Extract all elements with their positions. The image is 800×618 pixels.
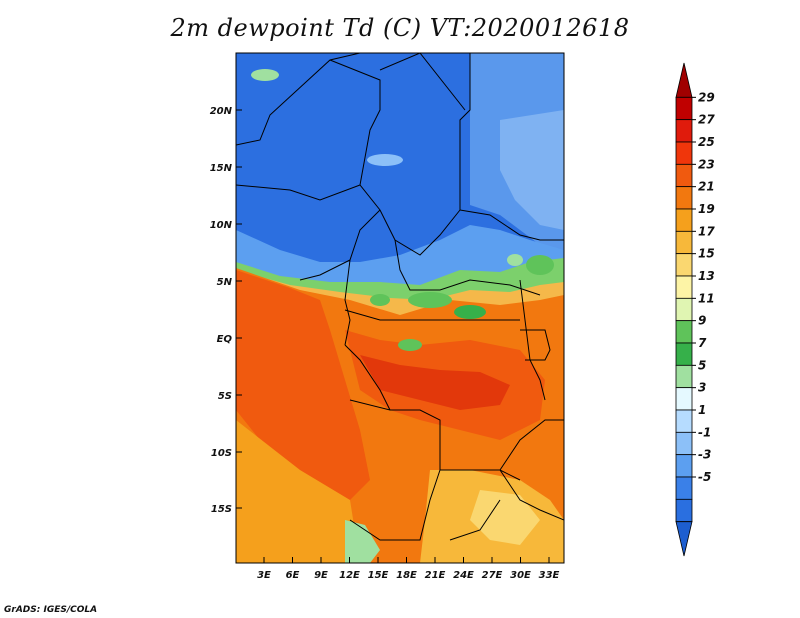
colorbar-swatch: [675, 96, 693, 121]
colorbar-swatch: [675, 320, 693, 344]
colorbar-label: 9: [698, 314, 706, 328]
colorbar-swatch: [675, 275, 693, 299]
map-frame: [235, 52, 565, 564]
colorbar-label: 7: [698, 336, 707, 350]
colorbar-label: 5: [698, 358, 706, 372]
colorbar-label: 13: [698, 269, 715, 283]
colorbar-label: 23: [698, 157, 715, 171]
colorbar-swatch: [675, 297, 693, 322]
colorbar-swatch: [675, 454, 693, 478]
colorbar-swatch: [675, 431, 693, 456]
lat-tick-label: 10S: [211, 448, 232, 459]
colorbar-swatch: [675, 208, 693, 232]
lon-tick-label: 33E: [539, 570, 560, 581]
colorbar-swatch: [675, 119, 693, 143]
lat-tick-label: 20N: [210, 106, 233, 117]
latitude-axis: 20N 15N 10N 5N EQ 5S 10S 15S: [210, 106, 242, 515]
colorbar-swatch: [675, 141, 693, 165]
colorbar-label: 25: [698, 135, 715, 149]
colorbar-label: -3: [698, 448, 711, 462]
colorbar-swatch: [675, 163, 693, 188]
lon-tick-label: 21E: [425, 570, 446, 581]
colorbar-swatch: [675, 476, 693, 500]
colorbar-label: 1: [698, 403, 706, 417]
colorbar-label: 17: [698, 224, 715, 238]
lat-tick-label: 5N: [217, 277, 233, 288]
colorbar-label: -5: [698, 470, 711, 484]
colorbar-label: 11: [698, 291, 715, 305]
colorbar-label: 19: [698, 202, 715, 216]
lat-tick-label: 15N: [210, 163, 233, 174]
colorbar-label: 29: [698, 90, 715, 104]
map-title: 2m dewpoint Td (C) VT:2020012618: [170, 14, 630, 42]
colorbar-swatch: [675, 409, 693, 433]
colorbar-swatch: [675, 387, 693, 411]
country-borders: [236, 53, 564, 541]
colorbar-swatch: [675, 498, 693, 523]
lon-tick-label: 12E: [339, 570, 360, 581]
colorbar: 29 27 25 23 21 19 17 15 13 11 9 7 5 3 1 -1 -3 -5: [675, 62, 715, 557]
colorbar-swatch: [675, 186, 693, 210]
lon-tick-label: 18E: [396, 570, 417, 581]
colorbar-label: -1: [698, 425, 711, 439]
lat-tick-label: 5S: [218, 391, 232, 402]
lon-tick-label: 9E: [314, 570, 328, 581]
colorbar-swatch: [675, 230, 693, 255]
lon-tick-label: 3E: [257, 570, 271, 581]
lat-tick-label: 15S: [211, 504, 232, 515]
lon-tick-label: 15E: [368, 570, 389, 581]
colorbar-label: 15: [698, 247, 715, 261]
colorbar-swatch: [675, 521, 693, 557]
colorbar-swatch: [675, 253, 693, 277]
lon-tick-label: 27E: [482, 570, 503, 581]
lon-tick-label: 24E: [453, 570, 474, 581]
colorbar-swatch: [675, 62, 693, 98]
colorbar-swatch: [675, 364, 693, 389]
credit-label: GrADS: IGES/COLA: [4, 605, 98, 615]
longitude-axis: 3E 6E 9E 12E 15E 18E 21E 24E 27E 30E 33E: [257, 557, 560, 581]
colorbar-label: 27: [698, 113, 715, 127]
dewpoint-field: [236, 53, 564, 563]
lon-tick-label: 6E: [286, 570, 300, 581]
colorbar-label: 3: [698, 381, 706, 395]
lat-tick-label: EQ: [217, 334, 233, 345]
lon-tick-label: 30E: [510, 570, 531, 581]
colorbar-swatch: [675, 342, 693, 366]
lat-tick-label: 10N: [210, 220, 233, 231]
colorbar-label: 21: [698, 180, 715, 194]
